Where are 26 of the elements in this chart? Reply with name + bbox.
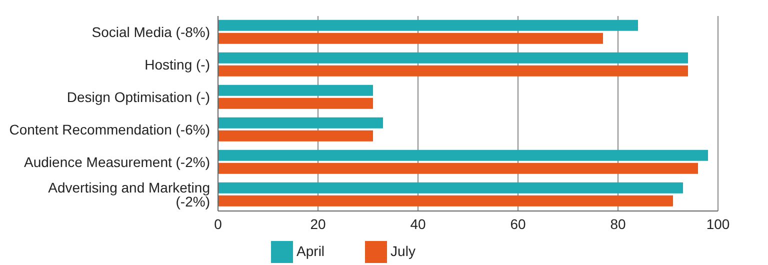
bar — [218, 130, 373, 142]
x-tick-label: 80 — [610, 216, 626, 232]
bar — [218, 65, 688, 76]
x-tick-label: 60 — [510, 216, 526, 232]
bar — [218, 52, 688, 64]
bar — [218, 32, 603, 44]
y-tick-label: Advertising and Marketing (-2%) — [48, 180, 210, 210]
bar — [218, 162, 698, 174]
y-tick-label: Content Recommendation (-6%) — [9, 122, 210, 138]
bar — [218, 20, 638, 31]
bar — [218, 182, 683, 194]
x-tick-label: 40 — [410, 216, 426, 232]
legend-label: July — [390, 242, 416, 259]
bar — [218, 195, 673, 206]
x-tick-label: 20 — [310, 216, 326, 232]
y-tick-label: Social Media (-8%) — [92, 24, 210, 40]
x-tick-label: 0 — [214, 216, 222, 232]
bar — [218, 117, 383, 128]
bar — [218, 98, 373, 109]
bar — [218, 84, 373, 96]
x-tick-label: 100 — [706, 216, 730, 232]
bar — [218, 150, 708, 161]
y-tick-label: Audience Measurement (-2%) — [24, 154, 210, 170]
y-tick-label: Hosting (-) — [144, 56, 210, 73]
legend-label: April — [296, 242, 325, 259]
y-tick-label: Design Optimisation (-) — [66, 89, 210, 106]
